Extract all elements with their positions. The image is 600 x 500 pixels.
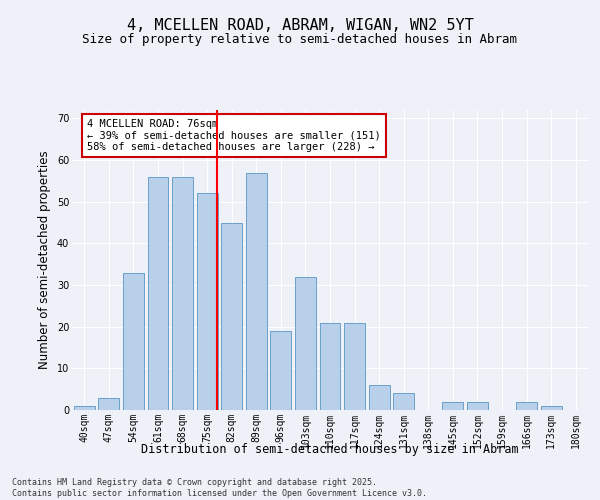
Bar xyxy=(74,406,95,410)
Bar xyxy=(148,176,169,410)
Bar xyxy=(221,222,242,410)
Text: Contains HM Land Registry data © Crown copyright and database right 2025.
Contai: Contains HM Land Registry data © Crown c… xyxy=(12,478,427,498)
Text: Distribution of semi-detached houses by size in Abram: Distribution of semi-detached houses by … xyxy=(141,442,519,456)
Bar xyxy=(344,322,365,410)
Bar xyxy=(271,331,292,410)
Bar xyxy=(442,402,463,410)
Bar xyxy=(541,406,562,410)
Bar xyxy=(295,276,316,410)
Bar xyxy=(197,194,218,410)
Text: Size of property relative to semi-detached houses in Abram: Size of property relative to semi-detach… xyxy=(83,32,517,46)
Bar xyxy=(123,272,144,410)
Text: 4 MCELLEN ROAD: 76sqm
← 39% of semi-detached houses are smaller (151)
58% of sem: 4 MCELLEN ROAD: 76sqm ← 39% of semi-deta… xyxy=(88,119,381,152)
Bar xyxy=(98,398,119,410)
Text: 4, MCELLEN ROAD, ABRAM, WIGAN, WN2 5YT: 4, MCELLEN ROAD, ABRAM, WIGAN, WN2 5YT xyxy=(127,18,473,32)
Bar xyxy=(172,176,193,410)
Bar xyxy=(246,172,267,410)
Bar xyxy=(516,402,537,410)
Bar xyxy=(368,385,389,410)
Bar xyxy=(320,322,340,410)
Y-axis label: Number of semi-detached properties: Number of semi-detached properties xyxy=(38,150,51,370)
Bar xyxy=(393,394,414,410)
Bar xyxy=(467,402,488,410)
